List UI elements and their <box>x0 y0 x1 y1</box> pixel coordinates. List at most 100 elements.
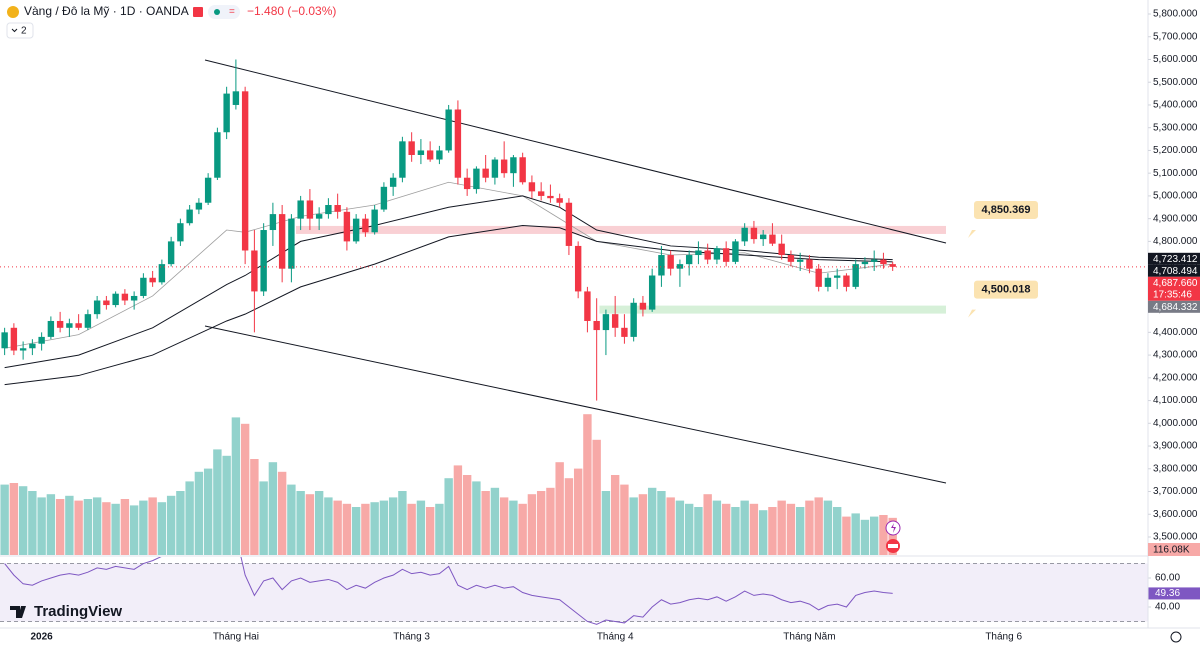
candle-body <box>103 300 110 306</box>
y-tick-label: 3,600.000 <box>1153 509 1198 520</box>
candle-body <box>676 264 684 269</box>
y-tick-label: 4,000.000 <box>1153 418 1198 429</box>
price-tag <box>1148 300 1200 313</box>
candle-body <box>454 109 462 178</box>
flag-icon[interactable] <box>193 7 203 17</box>
volume-pane <box>0 414 897 555</box>
volume-bar <box>740 500 749 555</box>
status-pill[interactable] <box>208 5 240 19</box>
candle-body <box>426 150 434 160</box>
zone-label-bg <box>974 200 1038 219</box>
candle-body <box>343 211 351 242</box>
candle-body <box>130 295 138 301</box>
y-tick-label: 4,100.000 <box>1153 395 1198 406</box>
volume-bar <box>675 500 685 555</box>
volume-bar <box>92 497 102 555</box>
candle-body <box>769 234 776 244</box>
settings-icon[interactable] <box>1170 631 1182 643</box>
volume-bar <box>129 505 139 555</box>
candle-body <box>436 150 443 160</box>
volume-bar <box>305 494 315 555</box>
zone <box>599 305 946 314</box>
moving-average <box>4 224 893 386</box>
y-tick-label: 5,300.000 <box>1153 122 1198 133</box>
x-tick-label: Tháng Năm <box>783 632 835 643</box>
volume-bar <box>657 491 666 555</box>
symbol-title[interactable]: Vàng / Đô la Mỹ · 1D · OANDA <box>24 4 189 18</box>
indicator-toggle[interactable] <box>6 22 34 39</box>
volume-bar <box>444 478 453 555</box>
candle-body <box>787 255 795 262</box>
zone-label: 4,850.369 <box>982 204 1031 216</box>
volume-bar <box>490 487 500 555</box>
candle-body <box>140 277 147 296</box>
candle-body <box>695 250 702 256</box>
x-tick-label: Tháng 4 <box>597 632 634 643</box>
volume-bar <box>203 468 213 555</box>
rsi-line <box>4 557 893 625</box>
candle-body <box>38 336 45 344</box>
volume-bar <box>111 503 120 555</box>
logo-text[interactable]: TradingView <box>34 603 122 620</box>
volume-bar <box>388 497 398 555</box>
candle-body <box>362 218 369 233</box>
y-tick-label: 4,800.000 <box>1153 236 1198 247</box>
y-tick-label: 3,800.000 <box>1153 463 1198 474</box>
indicator-count: 2 <box>21 26 27 37</box>
volume-bar <box>583 414 592 555</box>
candle-body <box>380 186 388 210</box>
y-tick-label: 5,500.000 <box>1153 77 1198 88</box>
volume-bar <box>213 449 222 555</box>
volume-bar <box>638 494 648 555</box>
candle-body <box>510 157 517 174</box>
volume-bar <box>148 497 157 555</box>
y-tick-label: 5,800.000 <box>1153 9 1198 20</box>
candle-body <box>232 91 240 105</box>
y-tick-label: 3,700.000 <box>1153 486 1198 497</box>
candle-body <box>149 277 156 283</box>
volume-bar <box>481 491 490 555</box>
candle-body <box>500 159 508 174</box>
zone-callout <box>968 229 976 238</box>
volume-bar <box>823 500 833 555</box>
candle-body <box>121 293 129 301</box>
candle-body <box>112 293 119 306</box>
zones: 4,850.369 4,500.018 <box>296 200 1038 318</box>
countdown: 17:35:46 <box>1153 289 1192 300</box>
candle-body <box>852 264 859 287</box>
candle-body <box>389 177 397 187</box>
volume-bar <box>194 471 204 555</box>
candle-body <box>260 230 267 292</box>
volume-bar <box>573 468 583 555</box>
candle-body <box>870 259 878 262</box>
rsi-tick-label: 40.00 <box>1155 602 1180 613</box>
volume-bar <box>869 516 879 555</box>
candle-body <box>648 275 656 310</box>
volume-bar <box>28 491 37 555</box>
volume-bar <box>564 478 574 555</box>
volume-bar <box>601 491 611 555</box>
price-change: −1.480 (−0.03%) <box>247 4 336 18</box>
candle-body <box>889 264 896 267</box>
candle-body <box>759 234 767 240</box>
volume-bar <box>55 499 65 555</box>
candle-body <box>297 200 304 219</box>
y-tick-label: 5,400.000 <box>1153 100 1198 111</box>
volume-bar <box>509 500 518 555</box>
volume-bar <box>527 494 537 555</box>
x-tick-label: 2026 <box>31 632 54 643</box>
volume-bar <box>102 502 111 555</box>
volume-bar <box>240 423 250 555</box>
volume-bar <box>139 500 148 555</box>
volume-bar <box>407 503 416 555</box>
candle-body <box>519 157 526 183</box>
rsi-tag-label: 49.36 <box>1155 588 1180 599</box>
zone <box>296 225 946 234</box>
candle-body <box>593 320 600 331</box>
volume-bar <box>314 491 324 555</box>
candle-body <box>269 214 277 231</box>
volume-bar <box>333 500 342 555</box>
candle-body <box>334 205 341 212</box>
